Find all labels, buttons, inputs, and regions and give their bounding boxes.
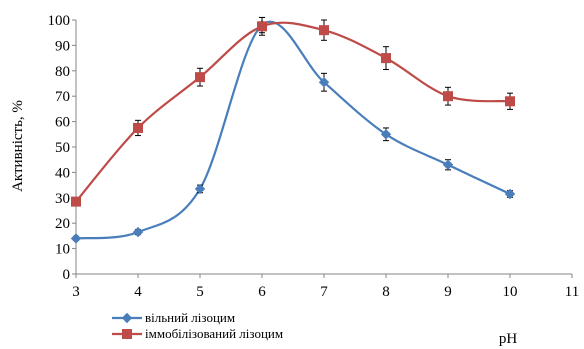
y-tick-label: 10 — [55, 242, 70, 258]
data-point — [70, 233, 82, 244]
x-tick-label: 6 — [258, 284, 266, 300]
x-tick-label: 8 — [382, 284, 390, 300]
data-point — [443, 91, 453, 102]
legend-label: іммобілізований лізоцим — [145, 326, 283, 341]
data-point — [381, 53, 391, 64]
y-tick-label: 90 — [55, 38, 70, 54]
series-layer — [70, 16, 516, 244]
data-point — [505, 96, 515, 107]
axes-layer: 0 10 20 30 40 50 60 70 80 90 100 3 4 5 6 7 8 9 10 11 — [48, 13, 580, 300]
y-tick-label: 70 — [55, 89, 70, 105]
x-tick-label: 7 — [320, 284, 328, 300]
series-2 — [71, 16, 515, 207]
x-axis-title: pH — [499, 331, 518, 347]
data-point — [132, 226, 144, 238]
y-tick-label: 80 — [55, 64, 70, 80]
x-tick-label: 10 — [503, 284, 518, 300]
data-point — [442, 159, 454, 170]
y-tick-label: 30 — [55, 191, 70, 207]
data-point — [71, 196, 81, 207]
data-point — [194, 183, 206, 195]
x-tick-label: 5 — [196, 284, 204, 300]
data-point — [318, 77, 330, 88]
x-tick-label: 4 — [134, 284, 142, 300]
y-tick-label: 50 — [55, 140, 70, 156]
legend-marker — [121, 312, 133, 324]
legend-label: вільний лізоцим — [145, 310, 235, 325]
data-point — [257, 21, 267, 32]
y-tick-label: 100 — [48, 13, 71, 29]
series-line — [75, 20, 511, 240]
data-point — [133, 122, 143, 133]
legend-marker — [122, 329, 132, 339]
y-axis-title: Активність, % — [10, 100, 26, 192]
x-tick-label: 3 — [72, 284, 80, 300]
x-tick-label: 9 — [444, 284, 452, 300]
data-point — [195, 72, 205, 83]
data-point — [319, 25, 329, 36]
x-tick-label: 11 — [565, 284, 579, 300]
y-tick-label: 60 — [55, 115, 70, 131]
data-point — [380, 129, 392, 140]
data-point — [504, 188, 516, 200]
series-line — [75, 21, 511, 203]
y-tick-label: 40 — [55, 165, 70, 181]
y-tick-label: 0 — [63, 267, 71, 283]
legend-item-2: іммобілізований лізоцим — [112, 326, 283, 341]
legend-item-1: вільний лізоцим — [112, 310, 235, 325]
y-tick-label: 20 — [55, 216, 70, 232]
